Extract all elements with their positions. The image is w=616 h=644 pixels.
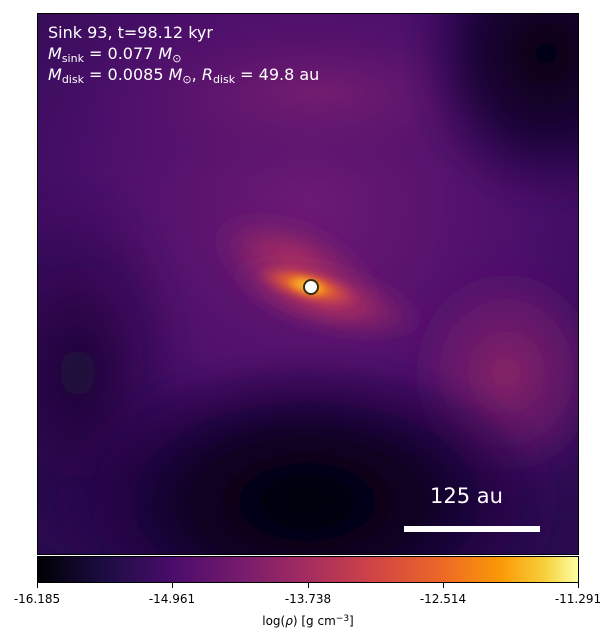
colorbar-label: log(ρ) [g cm−3] (262, 614, 353, 628)
mdisk-sun-symbol: M (168, 65, 183, 84)
density-map-image (38, 14, 578, 554)
colorbar-label-suffix: ] (349, 614, 354, 628)
msink-symbol: M (48, 44, 62, 63)
sink-title: Sink 93, t=98.12 kyr (48, 23, 213, 42)
density-map-panel: Sink 93, t=98.12 kyr Msink = 0.077 M⊙ Md… (37, 13, 579, 555)
colorbar-label-rho: ρ (285, 614, 293, 628)
rdisk-symbol: R (201, 65, 213, 84)
colorbar-tick-1 (172, 583, 173, 588)
msink-subscript: sink (61, 52, 84, 65)
colorbar-tick-4 (578, 583, 579, 588)
colorbar (37, 556, 579, 583)
rdisk-subscript: disk (212, 73, 236, 86)
mdisk-sun-subscript: ⊙ (182, 73, 192, 86)
msun-subscript: ⊙ (172, 52, 182, 65)
colorbar-tick-2 (308, 583, 309, 588)
sink-annotation: Sink 93, t=98.12 kyr Msink = 0.077 M⊙ Md… (48, 22, 319, 85)
msink-value: = 0.077 (83, 44, 159, 63)
colorbar-label-mid: ) [g cm (292, 614, 336, 628)
colorbar-tick-0 (37, 583, 38, 588)
mdisk-symbol: M (48, 65, 62, 84)
colorbar-tick-label-4: -11.291 (554, 592, 602, 606)
colorbar-label-prefix: log( (262, 614, 286, 628)
colorbar-label-exponent: −3 (335, 614, 350, 624)
annotation-separator: , (191, 65, 202, 84)
sink-marker (303, 279, 319, 295)
sink-mass-line: Msink = 0.077 M⊙ (48, 43, 319, 64)
colorbar-tick-label-3: -12.514 (419, 592, 467, 606)
disk-line: Mdisk = 0.0085 M⊙, Rdisk = 49.8 au (48, 64, 319, 85)
colorbar-tick-label-2: -13.738 (284, 592, 332, 606)
colorbar-tick-label-1: -14.961 (148, 592, 196, 606)
colorbar-tick-3 (443, 583, 444, 588)
msun-symbol: M (158, 44, 173, 63)
colorbar-tick-label-0: -16.185 (13, 592, 61, 606)
mdisk-subscript: disk (61, 73, 84, 86)
scalebar (404, 526, 540, 532)
mdisk-value: = 0.0085 (83, 65, 169, 84)
scalebar-label: 125 au (430, 484, 503, 508)
rdisk-value: = 49.8 au (235, 65, 320, 84)
